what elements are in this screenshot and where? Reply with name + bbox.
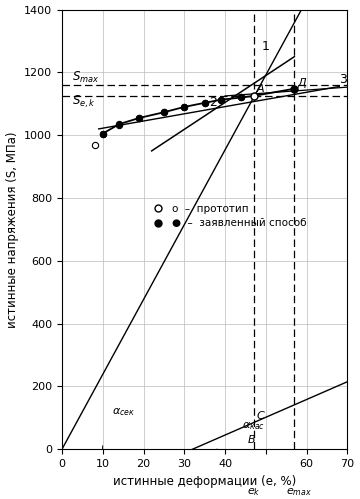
Text: $S_{max}$: $S_{max}$ — [72, 69, 100, 85]
Text: A: A — [257, 84, 265, 94]
Text: $e_k$: $e_k$ — [247, 487, 260, 498]
Text: Д: Д — [298, 78, 306, 88]
Text: $S_{e,k}$: $S_{e,k}$ — [72, 94, 96, 110]
Text: B: B — [248, 436, 255, 446]
Text: $e_{max}$: $e_{max}$ — [285, 487, 311, 498]
Text: $\alpha_{\mathit{кас}}$: $\alpha_{\mathit{кас}}$ — [242, 420, 265, 432]
X-axis label: истинные деформации (e, %): истинные деформации (e, %) — [113, 475, 296, 488]
Text: C: C — [257, 411, 265, 421]
Text: 2: 2 — [209, 96, 217, 109]
Legend: о  –  прототип, ●  –  заявленный способ: о – прототип, ● – заявленный способ — [147, 204, 307, 229]
Text: 3: 3 — [339, 73, 347, 86]
Y-axis label: истинные напряжения (S, МПа): истинные напряжения (S, МПа) — [5, 131, 19, 328]
Text: $\alpha_{\mathit{сек}}$: $\alpha_{\mathit{сек}}$ — [112, 406, 135, 418]
Text: 1: 1 — [262, 39, 270, 52]
